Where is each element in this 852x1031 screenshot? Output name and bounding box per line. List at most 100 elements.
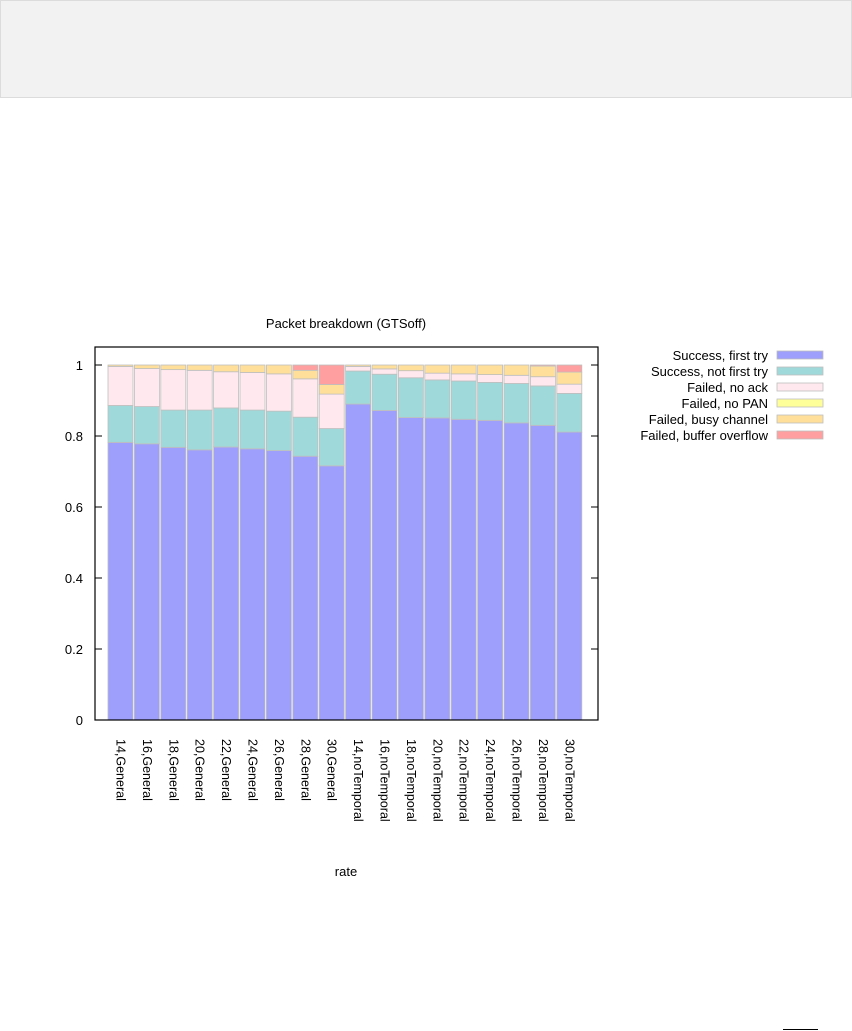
bar-segment [265,450,292,721]
bar-segment [556,364,583,373]
bar-segment [503,383,530,424]
x-tick-label: 22,General [219,739,233,801]
legend-item: Success, first try [673,348,824,363]
x-tick-label: 20,noTemporal [430,739,444,822]
y-tick-label: 0.6 [65,500,83,515]
bar-segment [133,406,160,445]
bar-segment [530,376,556,387]
bar-segment [107,405,134,443]
bar-segment [107,364,134,367]
legend-swatch [776,382,824,392]
legend-swatch [776,430,824,440]
bar-segment [477,381,504,421]
bar-segment [371,368,398,375]
bar-segment [213,364,240,373]
bar-segment [397,417,424,721]
bar-segment [160,364,187,371]
x-tick-label: 16,noTemporal [378,739,392,822]
bar-segment [160,446,187,721]
bar-segment [530,424,556,721]
bar-segment [371,410,398,721]
bar-stack [450,364,477,721]
bar-stack [371,364,398,721]
x-tick-label: 26,General [272,739,286,801]
bar-segment [133,364,160,369]
bar-segment [503,374,530,384]
bar-segment [160,369,187,411]
bar-segment [345,403,372,721]
bar-segment [424,379,451,419]
bar-segment [239,372,266,411]
bar-stack [477,364,504,721]
axes-layer: 0 0.2 0.4 0.6 0.8 1 [65,346,599,728]
bar-segment [265,364,292,375]
x-tick-label: 28,General [298,739,312,801]
legend-swatch [776,414,824,424]
bar-stack [318,364,345,721]
bar-segment [265,373,292,412]
legend-label: Failed, no PAN [682,396,768,411]
bar-segment [450,418,477,721]
bars-layer: 14,General 16,General 18,General 20,General… [107,364,583,822]
bar-segment [424,364,451,374]
y-tick-label: 0.4 [65,571,83,586]
bar-stack [397,364,424,721]
x-tick-label: 20,General [193,739,207,801]
bar-segment [107,441,134,721]
bar-stack [424,364,451,721]
bar-segment [424,372,451,381]
y-tick-label: 1 [76,358,83,373]
bar-segment [318,465,345,721]
bar-segment [292,369,319,380]
bar-segment [318,393,345,429]
bar-stack [265,364,292,721]
bar-stack [530,364,556,721]
y-tick-label: 0.2 [65,642,83,657]
bar-stack [239,364,266,721]
bar-segment [397,364,424,372]
top-banner [0,0,852,98]
bar-segment [556,371,583,385]
bar-segment [450,364,477,375]
bar-segment [265,410,292,451]
legend-swatch [776,366,824,376]
bar-segment [397,370,424,379]
bar-segment [213,407,240,448]
bar-segment [318,384,345,395]
bar-segment [186,364,213,371]
y-tick-label: 0.8 [65,429,83,444]
bar-segment [213,446,240,721]
x-tick-label: 16,General [140,739,154,801]
bar-segment [345,366,372,372]
bar-segment [186,369,213,411]
x-tick-label: 18,noTemporal [404,739,418,822]
bar-segment [133,443,160,721]
legend-label: Failed, busy channel [649,412,768,427]
bar-segment [292,364,319,371]
legend-label: Failed, buffer overflow [640,428,768,443]
y-tick-label: 0 [76,713,83,728]
bar-segment [530,385,556,426]
bar-segment [556,383,583,394]
bar-segment [186,449,213,721]
bar-segment [530,365,556,378]
x-tick-label: 28,noTemporal [536,739,550,822]
x-tick-label: 30,General [325,739,339,801]
bar-segment [345,364,372,367]
bar-segment [477,374,504,383]
legend-item: Success, not first try [651,364,824,379]
x-tick-label: 14,noTemporal [351,739,365,822]
legend-swatch [776,350,824,360]
bar-segment [292,416,319,457]
legend-item: Failed, no PAN [682,396,824,411]
bar-stack [292,364,319,721]
x-axis-label: rate [335,864,357,879]
bar-segment [133,368,160,407]
x-tick-label: 14,General [114,739,128,801]
x-tick-label: 18,General [166,739,180,801]
bar-segment [239,448,266,721]
bar-stack [107,364,134,721]
x-tick-label: 26,noTemporal [510,739,524,822]
